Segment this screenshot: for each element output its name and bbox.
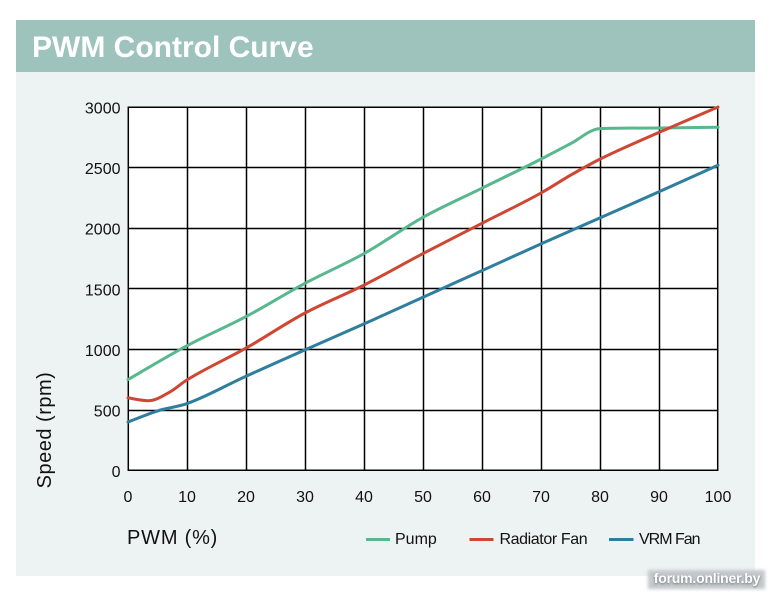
svg-text:500: 500 — [94, 404, 121, 421]
svg-text:100: 100 — [705, 489, 732, 506]
svg-text:1000: 1000 — [85, 343, 121, 360]
svg-text:0: 0 — [124, 489, 133, 506]
svg-text:80: 80 — [591, 489, 609, 506]
svg-text:0: 0 — [112, 464, 121, 481]
svg-text:PWM (%): PWM (%) — [127, 527, 218, 549]
svg-text:20: 20 — [237, 489, 255, 506]
svg-text:50: 50 — [414, 489, 432, 506]
svg-text:3000: 3000 — [85, 101, 121, 118]
svg-text:1500: 1500 — [85, 282, 121, 299]
svg-text:30: 30 — [296, 489, 314, 506]
svg-text:2000: 2000 — [85, 222, 121, 239]
svg-text:Radiator Fan: Radiator Fan — [500, 531, 588, 548]
svg-text:10: 10 — [178, 489, 196, 506]
svg-text:2500: 2500 — [85, 161, 121, 178]
svg-text:VRM Fan: VRM Fan — [639, 531, 700, 548]
svg-text:90: 90 — [650, 489, 668, 506]
svg-text:70: 70 — [532, 489, 550, 506]
svg-text:40: 40 — [355, 489, 373, 506]
svg-text:60: 60 — [473, 489, 491, 506]
svg-text:Speed (rpm): Speed (rpm) — [34, 372, 56, 489]
svg-text:Pump: Pump — [395, 531, 437, 548]
